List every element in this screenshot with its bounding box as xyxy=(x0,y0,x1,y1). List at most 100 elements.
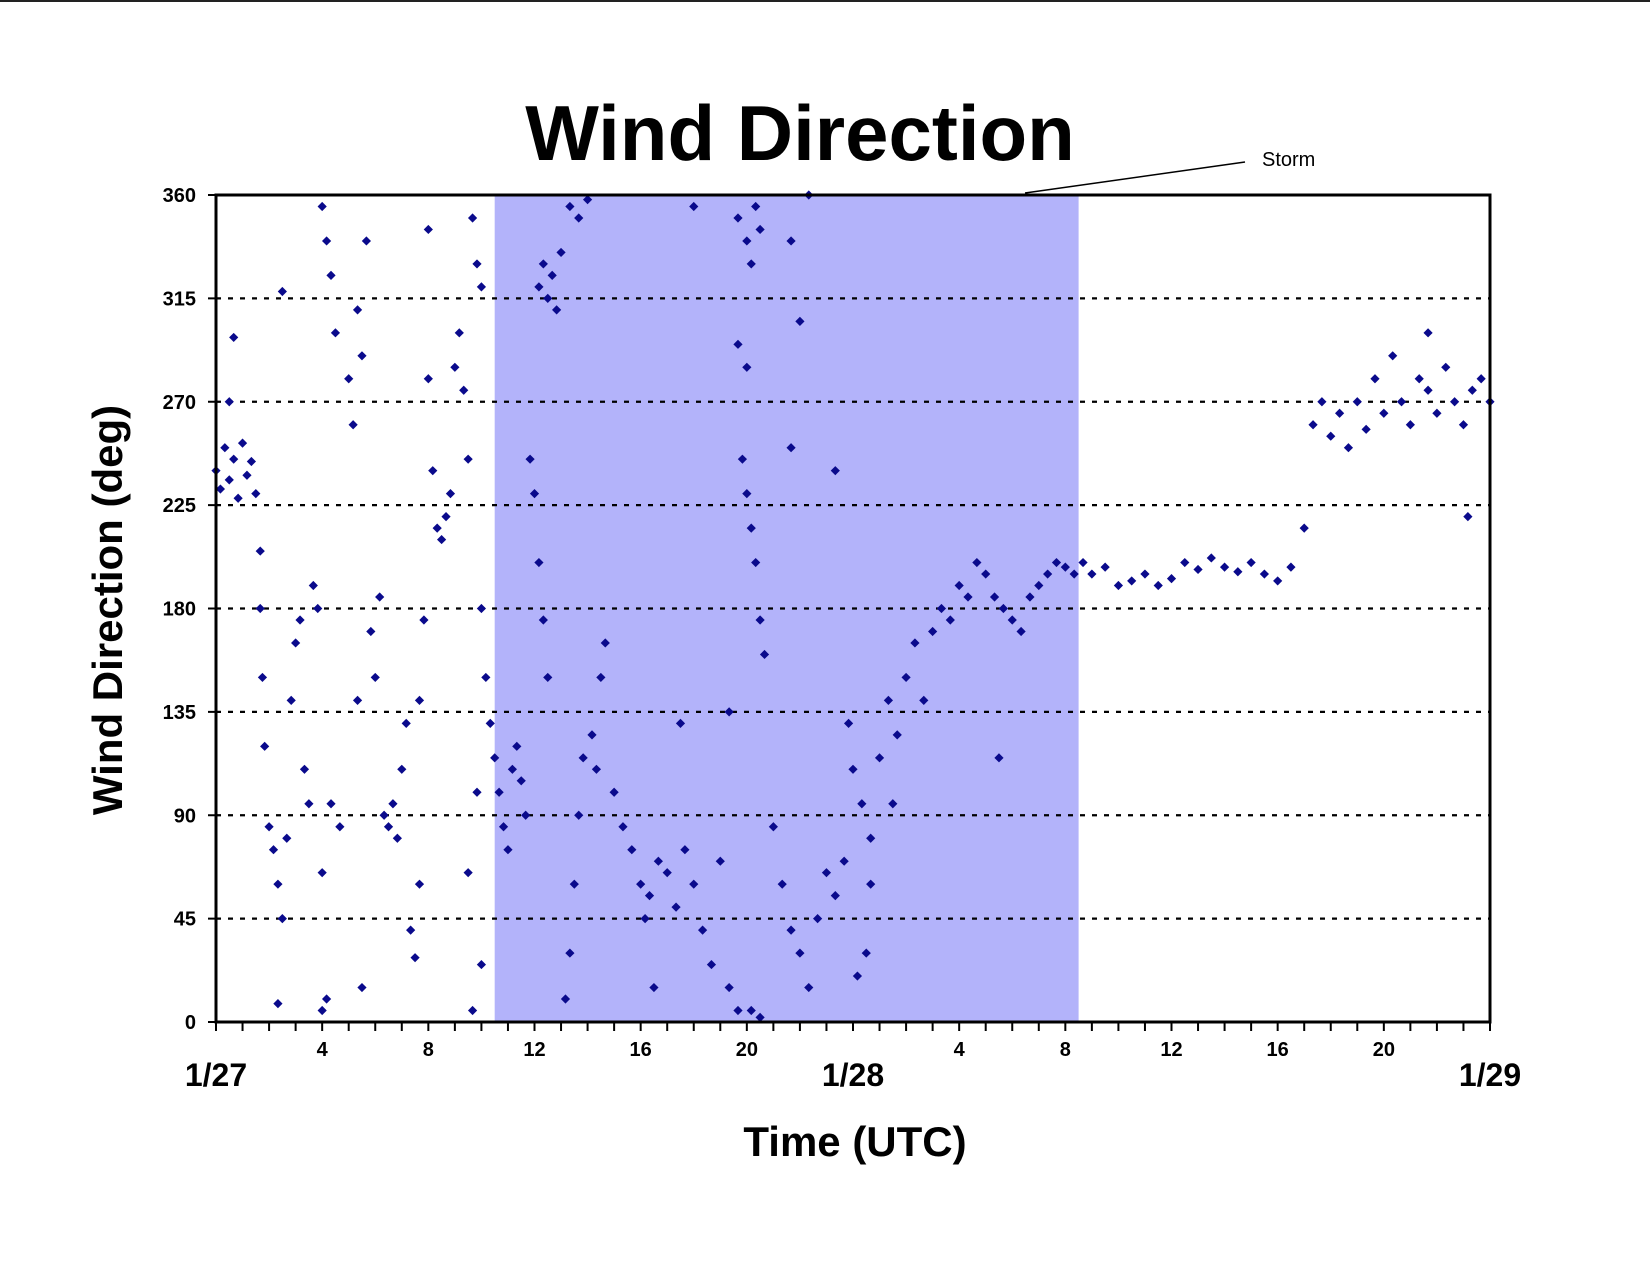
data-point xyxy=(348,420,358,430)
data-point xyxy=(742,489,752,499)
data-point xyxy=(591,764,602,774)
data-point xyxy=(472,259,482,269)
data-point xyxy=(277,286,287,297)
data-point xyxy=(1140,569,1150,579)
data-point xyxy=(538,259,548,269)
data-point xyxy=(414,879,425,889)
data-point xyxy=(251,489,261,499)
data-point xyxy=(768,822,778,832)
data-point xyxy=(945,615,955,625)
data-point xyxy=(901,672,911,683)
data-point xyxy=(848,764,858,774)
data-point xyxy=(746,523,756,533)
data-point xyxy=(255,603,265,614)
data-point xyxy=(494,787,504,797)
data-point xyxy=(498,822,509,832)
data-point xyxy=(733,1005,743,1016)
data-point xyxy=(742,236,752,246)
data-point xyxy=(1166,574,1177,584)
data-point xyxy=(640,914,650,924)
data-point xyxy=(574,213,584,223)
data-point xyxy=(653,856,663,866)
data-point xyxy=(459,385,469,395)
data-point xyxy=(401,718,411,728)
data-point xyxy=(1405,420,1415,430)
data-point xyxy=(277,914,287,924)
data-point xyxy=(352,695,363,705)
data-point xyxy=(636,879,646,889)
data-point xyxy=(733,339,743,349)
data-point xyxy=(609,787,619,797)
data-point xyxy=(330,328,341,338)
data-point xyxy=(928,626,938,637)
data-point xyxy=(1043,569,1053,579)
data-point xyxy=(326,270,336,281)
data-point xyxy=(843,718,854,728)
x-tick-label: 8 xyxy=(423,1039,434,1061)
y-tick-label: 225 xyxy=(163,495,196,517)
data-point xyxy=(321,236,332,246)
data-point xyxy=(1326,431,1336,441)
x-axis: 4 8 12 16 20 4 8 12 16 20 1/27 1/28 1/29 xyxy=(185,1022,1521,1093)
data-point xyxy=(1273,576,1283,586)
data-point xyxy=(379,810,389,820)
data-point xyxy=(503,845,513,855)
data-point xyxy=(578,753,588,763)
data-point xyxy=(432,523,442,533)
data-point xyxy=(282,833,292,843)
data-point xyxy=(821,868,832,878)
data-point xyxy=(574,810,584,820)
data-point xyxy=(268,845,279,855)
data-point xyxy=(224,397,234,407)
data-point xyxy=(291,638,301,648)
data-point xyxy=(1219,562,1230,572)
storm-leader-line xyxy=(1024,161,1246,194)
data-point xyxy=(273,879,283,889)
x-tick-label: 20 xyxy=(736,1039,758,1061)
data-point xyxy=(467,213,478,223)
data-point xyxy=(326,799,336,809)
data-point xyxy=(366,626,376,637)
data-point xyxy=(737,454,748,464)
data-point xyxy=(1423,328,1433,338)
data-point xyxy=(1206,553,1216,563)
top-border xyxy=(0,0,1650,2)
data-point xyxy=(437,534,447,545)
data-point xyxy=(1233,567,1243,577)
data-point xyxy=(321,994,332,1004)
data-point xyxy=(1308,420,1318,430)
data-point xyxy=(1396,397,1407,407)
data-point xyxy=(874,753,885,763)
data-point xyxy=(1113,580,1124,591)
data-point xyxy=(467,1005,478,1016)
data-point xyxy=(963,592,973,602)
data-point xyxy=(680,845,690,855)
x-tick-label: 8 xyxy=(1060,1039,1071,1061)
data-point xyxy=(485,718,495,728)
data-point xyxy=(1463,512,1473,522)
x-tick-label: 12 xyxy=(1160,1039,1182,1061)
data-point xyxy=(317,868,327,878)
data-point xyxy=(1423,385,1433,395)
data-point xyxy=(472,787,482,797)
data-point xyxy=(295,615,305,625)
data-point xyxy=(755,1012,765,1023)
data-point xyxy=(618,822,628,832)
data-point xyxy=(335,822,345,832)
data-point xyxy=(1286,562,1296,572)
y-tick-label: 270 xyxy=(163,392,196,414)
y-tick-label: 360 xyxy=(163,185,196,207)
data-point xyxy=(1007,615,1017,625)
data-point xyxy=(746,1005,756,1016)
data-point xyxy=(883,695,893,705)
data-point xyxy=(255,546,265,556)
data-point xyxy=(600,638,610,648)
data-point xyxy=(830,891,840,901)
gridlines xyxy=(216,297,1490,920)
y-tick-label: 0 xyxy=(185,1012,196,1034)
data-point xyxy=(596,672,606,683)
data-point xyxy=(273,999,283,1009)
data-point xyxy=(910,638,920,648)
data-point xyxy=(994,753,1004,763)
data-point xyxy=(671,902,681,912)
